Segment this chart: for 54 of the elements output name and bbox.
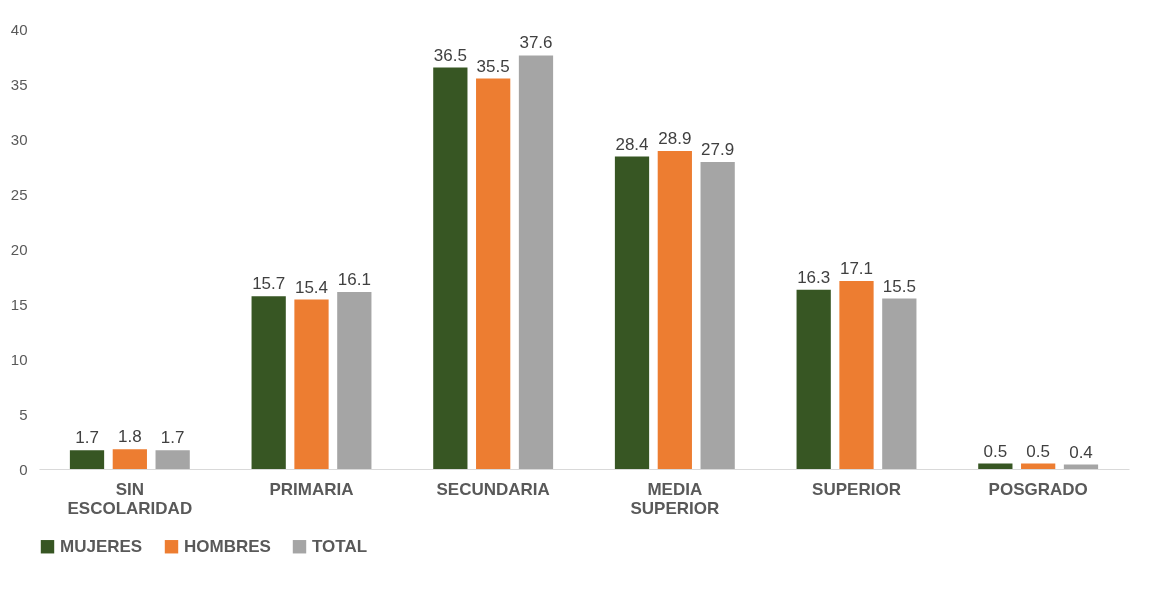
y-tick-label: 10 xyxy=(10,350,28,368)
bar xyxy=(1021,463,1056,469)
legend-label: HOMBRES xyxy=(184,536,271,556)
y-tick-label: 30 xyxy=(10,130,28,148)
y-tick-label: 25 xyxy=(10,185,28,203)
data-label: 16.1 xyxy=(337,269,371,289)
bar xyxy=(294,299,329,469)
data-label: 15.4 xyxy=(294,277,329,297)
x-tick-label: PRIMARIA xyxy=(269,479,354,499)
bar xyxy=(155,450,190,469)
data-label: 35.5 xyxy=(476,56,510,76)
y-tick-label: 35 xyxy=(10,75,28,93)
bar xyxy=(700,162,735,469)
y-tick-label: 20 xyxy=(10,240,28,258)
data-label: 28.4 xyxy=(615,134,649,154)
bar xyxy=(796,289,831,469)
x-tick-label: MEDIA SUPERIOR xyxy=(630,479,720,518)
data-label: 27.9 xyxy=(701,140,735,160)
bar xyxy=(978,463,1013,469)
data-label: 17.1 xyxy=(839,258,874,278)
x-tick-label: SECUNDARIA xyxy=(436,479,550,499)
bar xyxy=(882,298,917,469)
x-tick-label: SUPERIOR xyxy=(812,479,901,499)
data-label: 28.9 xyxy=(658,129,692,149)
x-tick-label: POSGRADO xyxy=(988,479,1088,499)
y-tick-label: 15 xyxy=(10,295,28,313)
bar xyxy=(433,67,468,469)
data-label: 36.5 xyxy=(433,45,467,65)
data-label: 16.3 xyxy=(797,267,831,287)
bar xyxy=(476,78,511,469)
bar xyxy=(839,280,874,469)
bar xyxy=(251,296,286,469)
data-label: 0.4 xyxy=(1069,442,1093,462)
bar xyxy=(518,55,554,469)
bar xyxy=(614,156,650,469)
bar xyxy=(1063,464,1099,469)
data-label: 1.8 xyxy=(118,427,142,447)
y-tick-label: 5 xyxy=(19,405,28,423)
bar xyxy=(657,151,692,469)
data-label: 1.7 xyxy=(75,428,99,448)
data-label: 0.5 xyxy=(1026,441,1050,461)
y-tick-label: 40 xyxy=(10,20,28,38)
data-label: 1.7 xyxy=(160,428,185,448)
y-tick-label: 0 xyxy=(19,460,28,478)
bar xyxy=(337,291,372,469)
x-tick-label: SIN ESCOLARIDAD xyxy=(67,479,193,518)
bar xyxy=(112,449,147,469)
legend-label: TOTAL xyxy=(312,536,368,556)
data-label: 15.5 xyxy=(882,276,916,296)
data-label: 15.7 xyxy=(252,274,286,294)
bar xyxy=(69,450,105,469)
data-label: 0.5 xyxy=(983,441,1008,461)
legend-label: MUJERES xyxy=(60,536,143,556)
data-label: 37.6 xyxy=(519,33,553,53)
